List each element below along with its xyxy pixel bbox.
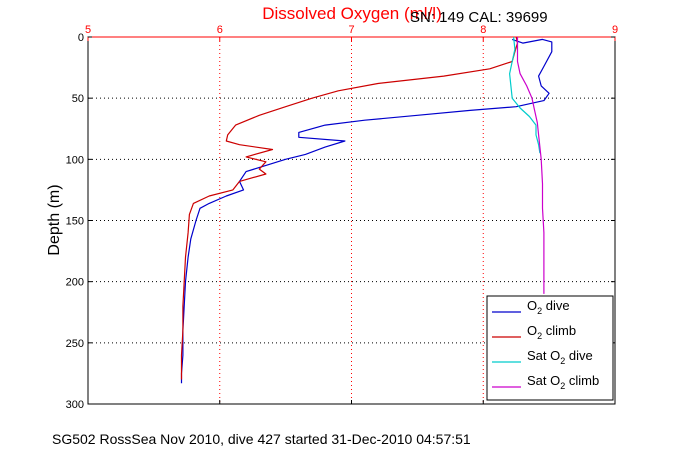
x-tick-label: 5 [85,24,91,36]
sat-o2-climb-line [516,37,545,294]
series-lines [180,36,553,384]
legend-box [486,295,614,401]
legend-label-o2-dive: O2 dive [527,298,570,316]
sat-o2-dive-line [509,36,541,154]
chart-annotation: SN: 149 CAL: 39699 [410,9,548,26]
chart-title: Dissolved Oxygen (ml/l) [262,4,442,23]
o2-climb-line [180,36,519,380]
legend: O2 dive O2 climb Sat O2 dive Sat O2 climb [486,295,614,401]
y-tick-label: 50 [72,93,84,105]
x-tick-label: 6 [217,24,223,36]
chart-caption: SG502 RossSea Nov 2010, dive 427 started… [52,431,471,447]
legend-label-sat-o2-dive: Sat O2 dive [527,348,593,366]
y-tick-label: 150 [66,216,84,228]
y-tick-label: 250 [66,338,84,350]
x-axis-ticks: 5 6 7 8 9 [85,24,618,404]
y-tick-label: 100 [66,154,84,166]
legend-label-o2-climb: O2 climb [527,323,576,341]
x-tick-label: 7 [348,24,354,36]
x-tick-label: 8 [480,24,486,36]
y-axis-ticks: 0 50 100 150 200 250 300 [66,32,615,411]
y-tick-label: 200 [66,277,84,289]
x-tick-label: 9 [612,24,618,36]
y-tick-label: 0 [78,32,84,44]
legend-label-sat-o2-climb: Sat O2 climb [527,373,599,391]
o2-dive-line [180,38,553,384]
y-tick-label: 300 [66,399,84,411]
y-axis-label: Depth (m) [46,184,63,255]
